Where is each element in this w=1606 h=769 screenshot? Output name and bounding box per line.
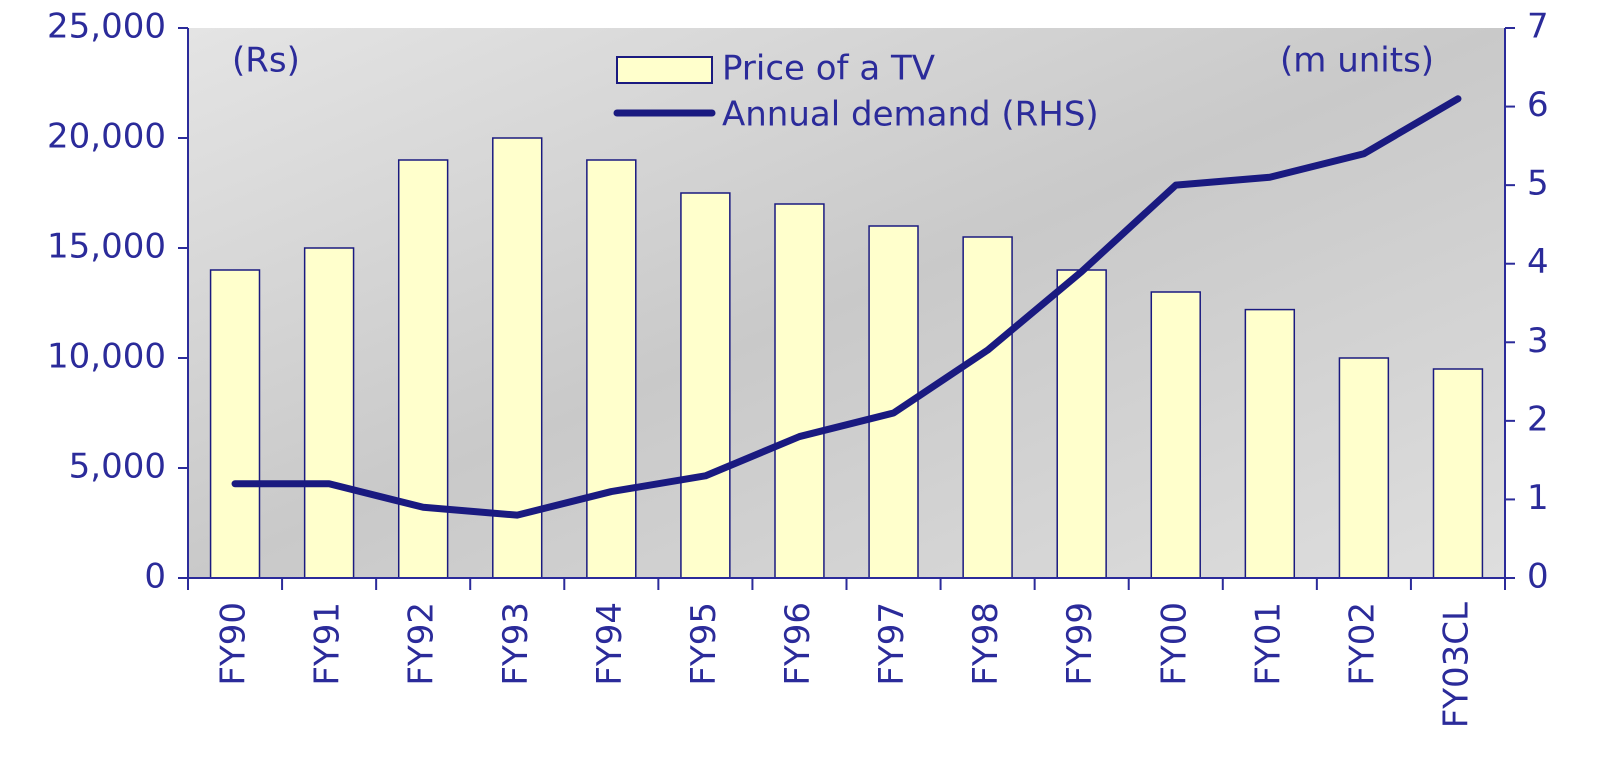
bar (775, 204, 824, 578)
x-tick-label: FY01 (1248, 602, 1288, 686)
bar (681, 193, 730, 578)
x-tick-label: FY94 (590, 602, 630, 686)
y-tick-label: 20,000 (47, 117, 166, 157)
legend-label: Price of a TV (722, 49, 935, 89)
bar (963, 237, 1012, 578)
y2-tick-label: 5 (1527, 164, 1549, 204)
x-tick-label: FY95 (684, 602, 724, 686)
bar (1434, 369, 1483, 578)
y-tick-label: 0 (144, 557, 166, 597)
y-tick-label: 10,000 (47, 337, 166, 377)
x-tick-label: FY98 (966, 602, 1006, 686)
x-tick-label: FY00 (1154, 602, 1194, 686)
bar (211, 270, 260, 578)
y-tick-label: 5,000 (69, 447, 166, 487)
x-tick-label: FY91 (308, 602, 348, 686)
x-tick-label: FY97 (872, 602, 912, 686)
bar (1057, 270, 1106, 578)
y2-tick-label: 1 (1527, 478, 1549, 518)
bar (1245, 310, 1294, 578)
y2-tick-label: 6 (1527, 85, 1549, 125)
legend-swatch (617, 57, 712, 83)
x-tick-label: FY96 (778, 602, 818, 686)
chart: (Rs) (m units) 0 5,000 10,000 15,000 20,000 2… (0, 0, 1606, 765)
left-unit: (Rs) (232, 41, 300, 81)
right-unit: (m units) (1280, 41, 1434, 81)
page: (Rs) (m units) 0 5,000 10,000 15,000 20,000 2… (0, 0, 1606, 765)
x-tick-label: FY03CL (1436, 602, 1476, 728)
x-tick-label: FY99 (1060, 602, 1100, 686)
y2-tick-label: 3 (1527, 321, 1549, 361)
y2-tick-label: 2 (1527, 399, 1549, 439)
bar (587, 160, 636, 578)
x-tick-label: FY93 (496, 602, 536, 686)
y2-tick-label: 7 (1527, 7, 1549, 47)
y-tick-label: 25,000 (47, 7, 166, 47)
bar (1339, 358, 1388, 578)
bar (305, 248, 354, 578)
x-tick-label: FY02 (1342, 602, 1382, 686)
bar (1151, 292, 1200, 578)
bar (399, 160, 448, 578)
y2-tick-label: 0 (1527, 557, 1549, 597)
legend-label: Annual demand (RHS) (722, 95, 1099, 135)
x-tick-label: FY90 (214, 602, 254, 686)
y2-tick-label: 4 (1527, 242, 1549, 282)
x-tick-label: FY92 (402, 602, 442, 686)
y-tick-label: 15,000 (47, 227, 166, 267)
